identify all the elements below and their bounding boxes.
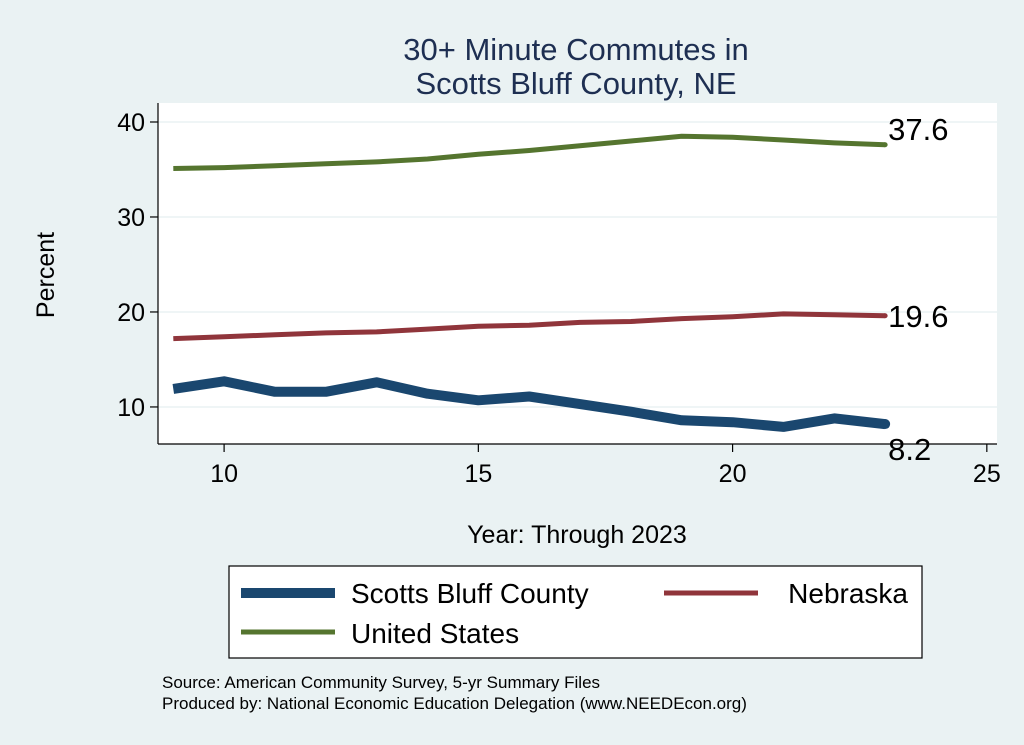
- x-tick-label-15: 15: [464, 460, 492, 488]
- chart-title-line-2: Scotts Bluff County, NE: [415, 66, 736, 101]
- series-endpoint-scotts-bluff: [880, 419, 891, 430]
- series-line-nebraska: [173, 311, 886, 342]
- legend-box: [228, 565, 923, 659]
- series-endpoint-united-states: [882, 142, 888, 148]
- x-tick-label-25: 25: [973, 460, 1001, 488]
- tick-marks: [150, 121, 988, 452]
- end-label-united-states: 37.6: [888, 112, 948, 147]
- series-endpoint-nebraska: [882, 313, 888, 319]
- legend: Scotts Bluff County Nebraska United Stat…: [228, 565, 923, 659]
- y-axis-title: Percent: [32, 232, 60, 318]
- source-note: Source: American Community Survey, 5-yr …: [162, 673, 600, 692]
- y-tick-label-10: 10: [117, 394, 145, 422]
- y-tick-label-20: 20: [117, 299, 145, 327]
- end-label-scotts-bluff: 8.2: [888, 432, 931, 467]
- gridlines: [158, 121, 997, 408]
- axes: [157, 103, 997, 445]
- legend-label-united-states: United States: [351, 618, 519, 649]
- y-tick-label-30: 30: [117, 204, 145, 232]
- legend-label-nebraska: Nebraska: [788, 578, 908, 609]
- legend-label-scotts-bluff: Scotts Bluff County: [351, 578, 589, 609]
- x-axis-title: Year: Through 2023: [467, 521, 687, 549]
- x-tick-label-20: 20: [719, 460, 747, 488]
- x-tick-label-10: 10: [210, 460, 238, 488]
- series-lines: [172, 133, 891, 432]
- y-tick-label-40: 40: [117, 109, 145, 137]
- chart-title-line-1: 30+ Minute Commutes in: [403, 32, 748, 67]
- end-label-nebraska: 19.6: [888, 299, 948, 334]
- producer-note: Produced by: National Economic Education…: [162, 694, 747, 713]
- series-line-united-states: [173, 133, 886, 171]
- end-labels: 8.2 19.6 37.6: [888, 112, 948, 467]
- series-line-scotts-bluff: [172, 376, 886, 432]
